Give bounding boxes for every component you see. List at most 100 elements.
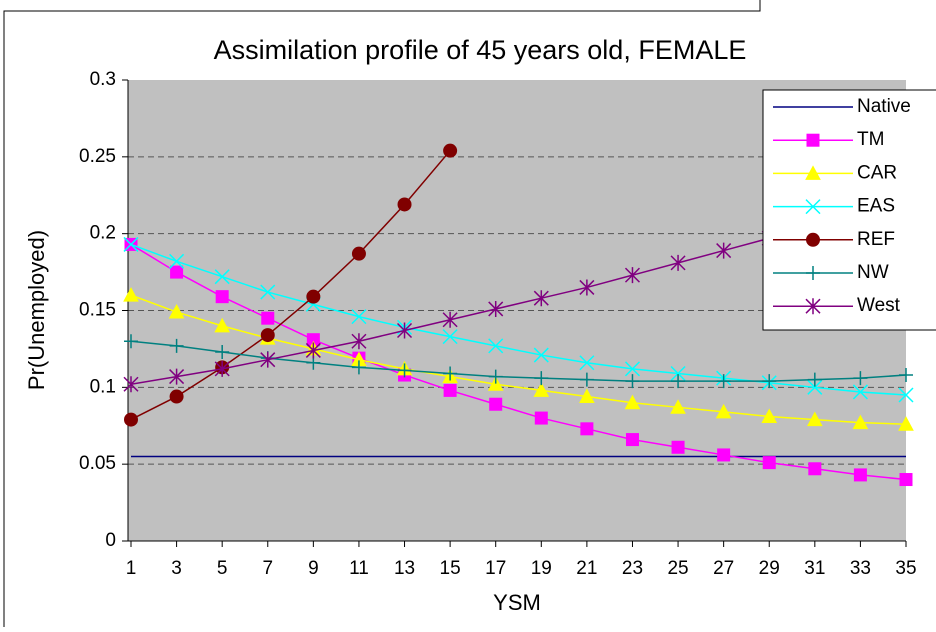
marker bbox=[170, 265, 184, 279]
marker bbox=[124, 412, 138, 427]
marker bbox=[580, 422, 594, 436]
marker bbox=[762, 456, 776, 470]
marker bbox=[899, 368, 913, 383]
marker bbox=[852, 414, 869, 430]
marker bbox=[260, 284, 276, 300]
x-tick-label: 23 bbox=[622, 558, 643, 579]
legend: Native TM CAR EAS REF NW West bbox=[762, 89, 936, 331]
marker bbox=[898, 416, 914, 431]
legend-label: CAR bbox=[857, 162, 897, 183]
marker bbox=[260, 351, 276, 368]
marker bbox=[805, 199, 821, 215]
marker bbox=[306, 289, 321, 304]
x-tick-label: 29 bbox=[759, 558, 780, 579]
marker bbox=[215, 290, 229, 304]
marker bbox=[215, 344, 230, 359]
marker bbox=[624, 394, 641, 410]
marker bbox=[762, 374, 777, 389]
legend-box bbox=[762, 89, 936, 331]
marker bbox=[670, 365, 686, 382]
marker bbox=[579, 279, 595, 296]
series-line bbox=[130, 294, 907, 425]
marker bbox=[805, 298, 821, 315]
marker bbox=[670, 254, 686, 271]
marker bbox=[442, 329, 458, 345]
marker bbox=[261, 311, 275, 325]
x-tick-label: 25 bbox=[667, 558, 688, 579]
legend-label: TM bbox=[857, 129, 884, 150]
marker bbox=[442, 311, 458, 328]
marker bbox=[397, 197, 412, 212]
legend-label: NW bbox=[857, 262, 889, 283]
marker bbox=[716, 374, 731, 389]
marker bbox=[488, 338, 504, 354]
marker bbox=[670, 399, 686, 414]
x-tick-label: 17 bbox=[485, 558, 506, 579]
y-tick-label: 0.3 bbox=[90, 69, 116, 90]
x-tick-label: 9 bbox=[308, 558, 319, 579]
x-tick-label: 33 bbox=[850, 558, 871, 579]
marker bbox=[579, 388, 595, 404]
marker bbox=[806, 133, 820, 147]
marker bbox=[807, 379, 823, 395]
y-tick-label: 0 bbox=[105, 530, 116, 551]
x-tick-label: 21 bbox=[576, 558, 597, 579]
marker bbox=[214, 360, 230, 377]
marker bbox=[123, 236, 139, 252]
marker bbox=[625, 374, 640, 389]
y-tick-label: 0.1 bbox=[90, 376, 116, 397]
marker bbox=[488, 300, 504, 317]
marker bbox=[534, 411, 548, 425]
marker bbox=[351, 333, 367, 350]
frame bbox=[3, 0, 761, 627]
x-tick-label: 35 bbox=[895, 558, 916, 579]
marker bbox=[533, 290, 549, 307]
marker bbox=[123, 376, 139, 393]
marker bbox=[397, 363, 412, 378]
marker bbox=[260, 328, 275, 343]
marker bbox=[808, 462, 822, 476]
legend-label: West bbox=[857, 295, 901, 316]
marker bbox=[351, 360, 366, 375]
marker bbox=[715, 403, 732, 419]
marker bbox=[168, 303, 185, 319]
marker bbox=[169, 389, 184, 404]
legend-label: EAS bbox=[857, 196, 895, 217]
marker bbox=[671, 374, 686, 389]
x-tick-label: 15 bbox=[440, 558, 461, 579]
marker bbox=[899, 473, 913, 487]
marker bbox=[625, 433, 639, 447]
marker bbox=[533, 347, 549, 363]
x-axis-label: YSM bbox=[493, 590, 541, 615]
series-line bbox=[130, 340, 907, 382]
series-line bbox=[130, 150, 451, 421]
marker bbox=[443, 366, 458, 381]
marker bbox=[214, 317, 231, 333]
series-line bbox=[130, 243, 907, 396]
marker bbox=[169, 368, 185, 385]
marker bbox=[671, 440, 685, 454]
legend-label: REF bbox=[857, 229, 895, 250]
marker bbox=[853, 371, 868, 386]
x-tick-label: 3 bbox=[171, 558, 182, 579]
marker bbox=[396, 322, 413, 339]
marker bbox=[717, 448, 731, 462]
marker bbox=[805, 165, 821, 180]
y-tick-label: 0.2 bbox=[90, 223, 116, 244]
x-tick-label: 11 bbox=[349, 558, 369, 579]
x-tick-label: 7 bbox=[262, 558, 273, 579]
marker bbox=[169, 253, 185, 269]
x-tick-label: 19 bbox=[531, 558, 552, 579]
marker bbox=[123, 287, 139, 302]
marker bbox=[806, 266, 820, 280]
y-tick-label: 0.05 bbox=[79, 453, 116, 474]
marker bbox=[443, 383, 457, 397]
legend-label: Native bbox=[857, 96, 911, 117]
x-tick-label: 31 bbox=[804, 558, 825, 579]
y-tick-label: 0.25 bbox=[79, 146, 116, 167]
marker bbox=[534, 371, 549, 386]
marker bbox=[716, 242, 732, 259]
marker bbox=[351, 246, 366, 261]
marker bbox=[533, 382, 550, 397]
marker bbox=[443, 143, 458, 158]
